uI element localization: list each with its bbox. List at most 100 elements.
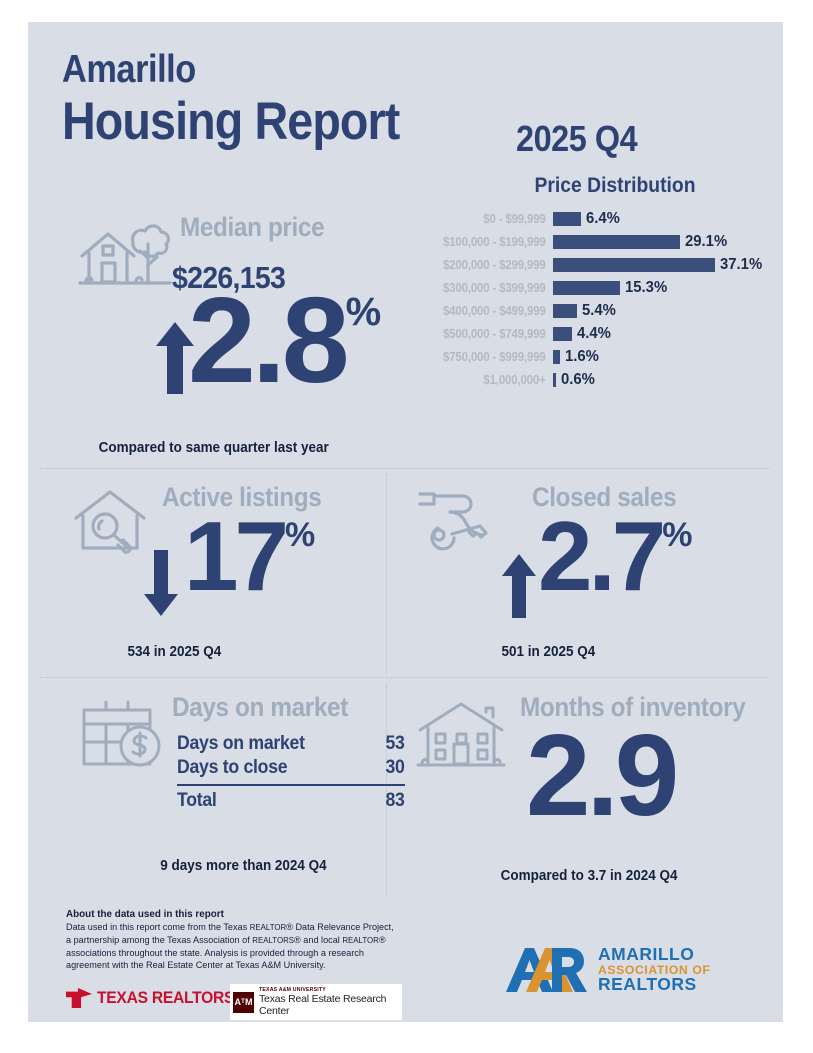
median-price-value: $226,153 bbox=[172, 260, 286, 295]
texas-am-mark-icon: AᵀM bbox=[233, 991, 254, 1013]
trend-arrow-up-icon bbox=[156, 322, 194, 399]
price-distribution-category-label: $0 - $99,999 bbox=[483, 211, 546, 226]
price-distribution-value-label: 15.3% bbox=[624, 278, 667, 296]
days-on-market-caption: 9 days more than 2024 Q4 bbox=[160, 858, 327, 874]
price-distribution-category-label: $500,000 - $749,999 bbox=[442, 326, 546, 341]
city-name: Amarillo bbox=[62, 48, 196, 91]
trend-arrow-down-icon bbox=[144, 550, 178, 621]
price-distribution-row: $200,000 - $299,999 37.1% bbox=[408, 253, 778, 276]
closed-sales-change-unit: % bbox=[662, 516, 692, 554]
rerc-university-label: TEXAS A&M UNIVERSITY bbox=[259, 987, 326, 993]
median-price-caption: Compared to same quarter last year bbox=[98, 440, 329, 456]
price-distribution-value-label: 29.1% bbox=[685, 232, 728, 250]
price-distribution-value-label: 6.4% bbox=[585, 209, 620, 227]
price-distribution-row: $0 - $99,999 6.4% bbox=[408, 207, 778, 230]
median-price-change-value: 2.8 bbox=[188, 272, 350, 408]
closed-sales-change-value: 2.7 bbox=[538, 501, 666, 611]
price-distribution-row: $750,000 - $999,999 1.6% bbox=[408, 345, 778, 368]
days-on-market-table: Days on market 53 Days to close 30 Total 83 bbox=[177, 732, 405, 813]
trend-arrow-up-icon bbox=[502, 554, 536, 623]
apartment-building-icon bbox=[416, 700, 506, 777]
aar-line-2: ASSOCIATION OF bbox=[598, 962, 711, 977]
price-distribution-category-label: $1,000,000+ bbox=[483, 372, 546, 387]
price-distribution-bar bbox=[553, 372, 556, 387]
days-on-market-row-value: 53 bbox=[385, 733, 405, 754]
price-distribution-bar bbox=[553, 234, 681, 249]
price-distribution-bar-wrap: 1.6% bbox=[553, 348, 778, 366]
days-on-market-total-value: 83 bbox=[385, 790, 405, 811]
calendar-dollar-icon bbox=[80, 700, 166, 775]
page-title: Housing Report bbox=[62, 92, 400, 151]
quarter-label: 2025 Q4 bbox=[516, 118, 638, 159]
aar-line-1: AMARILLO bbox=[598, 944, 695, 965]
aar-wordmark: AMARILLO ASSOCIATION OF REALTORS bbox=[598, 946, 710, 993]
price-distribution-bar-wrap: 29.1% bbox=[553, 233, 778, 251]
days-on-market-row: Days to close 30 bbox=[177, 756, 405, 780]
price-distribution-value-label: 5.4% bbox=[581, 301, 616, 319]
texas-realtors-wordmark: TEXAS REALTORS bbox=[97, 988, 235, 1007]
price-distribution-value-label: 1.6% bbox=[564, 347, 599, 365]
active-listings-change: 17% bbox=[184, 507, 315, 605]
price-distribution-bar-wrap: 5.4% bbox=[553, 302, 778, 320]
price-distribution-chart: $0 - $99,999 6.4% $100,000 - $199,999 29.1%… bbox=[408, 207, 778, 391]
about-sc-3: REALTOR bbox=[342, 934, 379, 945]
active-listings-change-value: 17 bbox=[184, 501, 289, 611]
days-on-market-row-value: 30 bbox=[385, 757, 405, 778]
aar-monogram-icon bbox=[506, 948, 587, 992]
report-title-block: Amarillo Housing Report bbox=[62, 50, 445, 150]
price-distribution-bar-wrap: 6.4% bbox=[553, 210, 778, 228]
price-distribution-bar bbox=[553, 257, 715, 272]
about-heading: About the data used in this report bbox=[66, 908, 224, 920]
months-of-inventory-caption: Compared to 3.7 in 2024 Q4 bbox=[500, 868, 678, 884]
price-distribution-category-label: $750,000 - $999,999 bbox=[442, 349, 546, 364]
price-distribution-category-label: $400,000 - $499,999 bbox=[442, 303, 546, 318]
days-on-market-row: Total 83 bbox=[177, 789, 405, 813]
report-panel: Amarillo Housing Report 2025 Q4 Price Di… bbox=[28, 22, 783, 1022]
months-of-inventory-value: 2.9 bbox=[526, 710, 679, 840]
about-body: Data used in this report come from the T… bbox=[66, 922, 400, 973]
days-on-market-separator bbox=[177, 784, 405, 786]
about-sc-2: REALTORS bbox=[252, 934, 295, 945]
price-distribution-bar bbox=[553, 349, 560, 364]
amarillo-association-of-realtors-logo: AMARILLO ASSOCIATION OF REALTORS bbox=[504, 946, 710, 994]
median-price-change-unit: % bbox=[345, 290, 382, 334]
months-of-inventory-title: Months of inventory bbox=[520, 692, 746, 722]
price-distribution-value-label: 0.6% bbox=[561, 370, 595, 388]
price-distribution-bar bbox=[553, 280, 620, 295]
rerc-name-label: Texas Real Estate Research Center bbox=[259, 993, 387, 1017]
texas-realtors-mark-icon bbox=[66, 988, 92, 1008]
price-distribution-value-label: 4.4% bbox=[577, 324, 612, 342]
closed-sales-change: 2.7% bbox=[538, 507, 692, 605]
price-distribution-title: Price Distribution bbox=[534, 174, 696, 197]
median-price-title: Median price bbox=[180, 212, 325, 242]
days-on-market-row-label: Days on market bbox=[177, 733, 305, 754]
price-distribution-value-label: 37.1% bbox=[720, 255, 763, 273]
months-of-inventory-value-wrap: 2.9 bbox=[526, 717, 679, 833]
price-distribution-bar-wrap: 37.1% bbox=[553, 256, 778, 274]
price-distribution-bar bbox=[553, 303, 577, 318]
closed-sales-caption: 501 in 2025 Q4 bbox=[501, 644, 596, 660]
price-distribution-bar-wrap: 4.4% bbox=[553, 325, 778, 343]
divider-vertical-lower bbox=[386, 684, 387, 896]
price-distribution-row: $400,000 - $499,999 5.4% bbox=[408, 299, 778, 322]
price-distribution-category-label: $200,000 - $299,999 bbox=[442, 257, 546, 272]
texas-realtors-logo: TEXAS REALTORS bbox=[66, 988, 246, 1008]
price-distribution-category-label: $100,000 - $199,999 bbox=[442, 234, 546, 249]
divider-vertical-upper bbox=[386, 474, 387, 674]
price-distribution-row: $100,000 - $199,999 29.1% bbox=[408, 230, 778, 253]
price-distribution-bar bbox=[553, 211, 581, 226]
price-distribution-bar bbox=[553, 326, 573, 341]
footer: About the data used in this report Data … bbox=[44, 908, 784, 1020]
active-listings-title: Active listings bbox=[162, 482, 322, 512]
days-on-market-row: Days on market 53 bbox=[177, 732, 405, 756]
about-sc-1: REALTOR bbox=[249, 922, 287, 932]
texas-real-estate-research-center-logo: AᵀM TEXAS A&M UNIVERSITY Texas Real Esta… bbox=[230, 984, 402, 1020]
house-tree-icon bbox=[78, 220, 172, 297]
active-listings-caption: 534 in 2025 Q4 bbox=[127, 644, 222, 660]
closed-sales-title: Closed sales bbox=[532, 482, 677, 512]
price-distribution-bar-wrap: 0.6% bbox=[553, 371, 778, 389]
hand-keys-icon bbox=[416, 488, 498, 565]
about-part-1: Data used in this report come from the T… bbox=[66, 922, 250, 933]
price-distribution-bar-wrap: 15.3% bbox=[553, 279, 778, 297]
price-distribution-category-label: $300,000 - $399,999 bbox=[442, 280, 546, 295]
